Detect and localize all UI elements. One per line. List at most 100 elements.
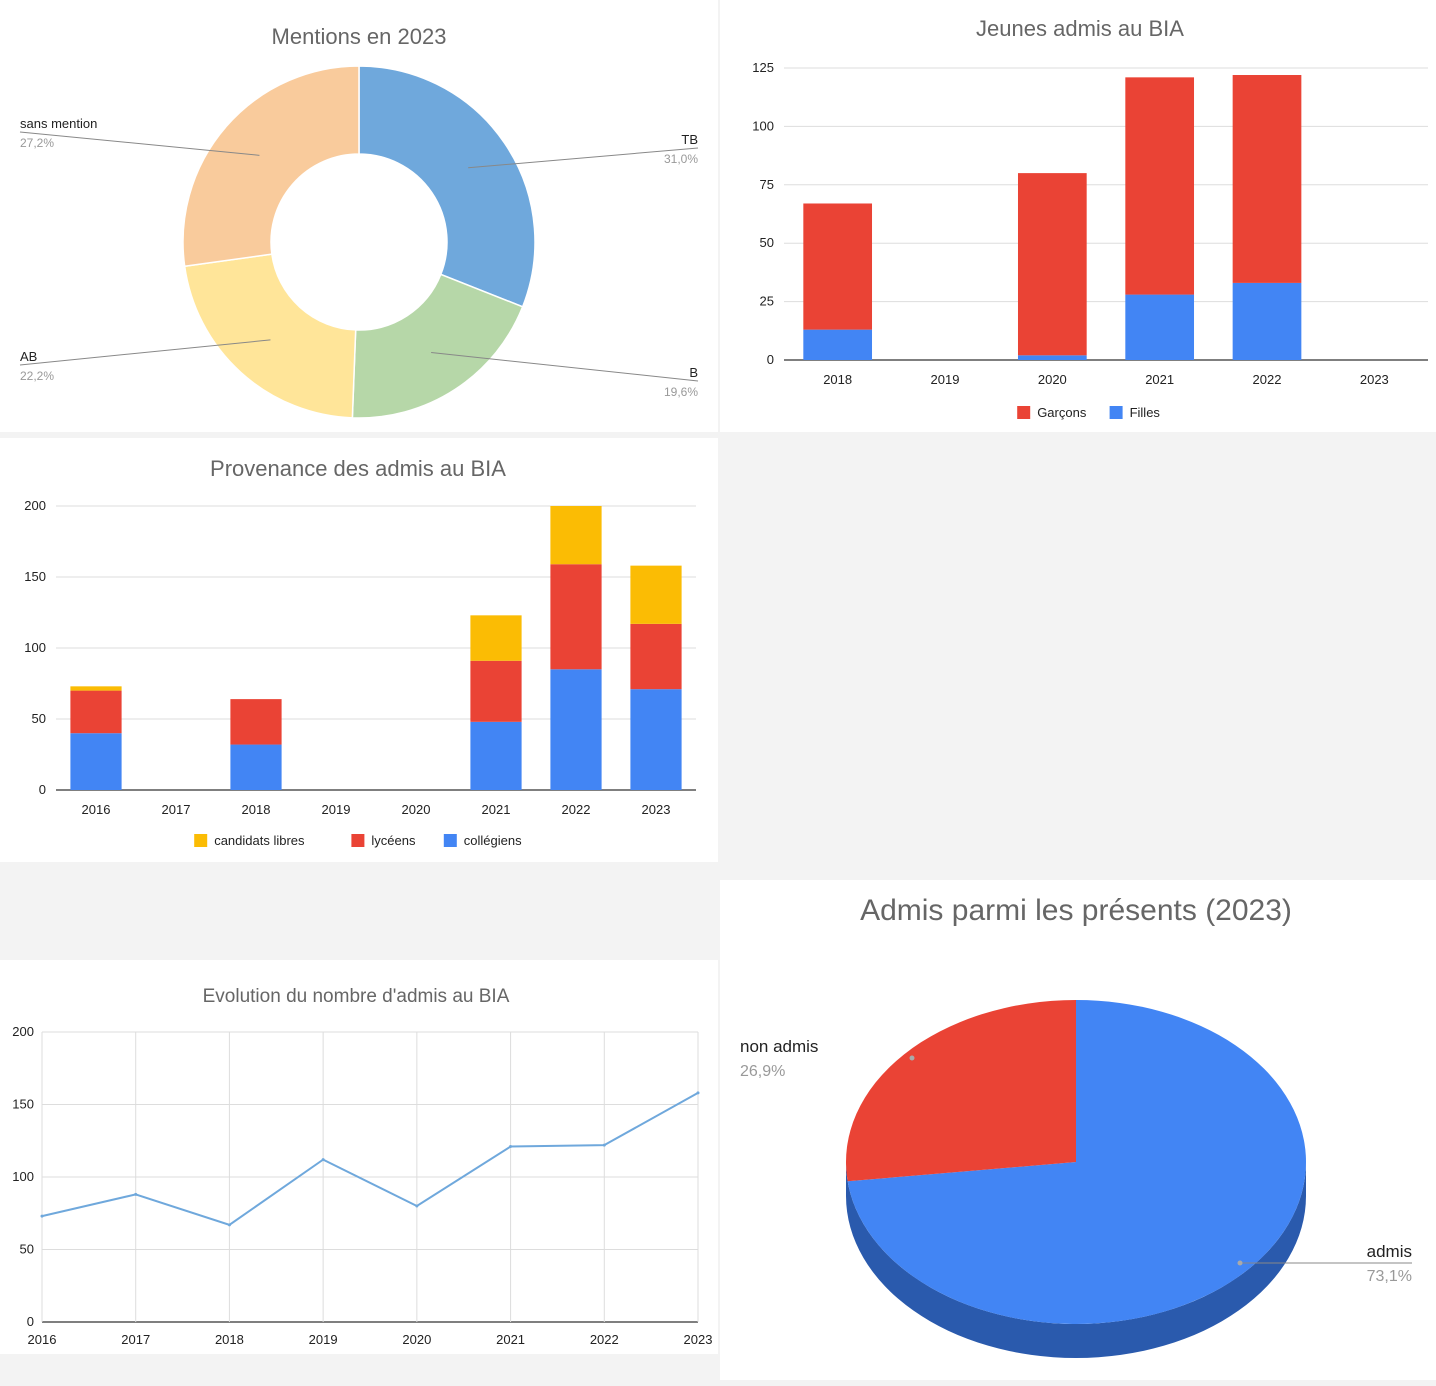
data-point-2018 (227, 1223, 231, 1227)
bar-candidats-libres-2022 (550, 506, 602, 565)
x-tick-label: 2016 (82, 802, 111, 817)
legend-label-gar-ons: Garçons (1037, 405, 1087, 420)
slice-pct-ab: 22,2% (20, 369, 54, 383)
x-tick-label: 2021 (496, 1332, 525, 1347)
chart-title: Mentions en 2023 (272, 24, 447, 49)
bar-lyc-ens-2016 (70, 690, 122, 734)
y-tick-label: 50 (32, 711, 46, 726)
jeunes-bar-chart: Jeunes admis au BIA 0 25 50 75 100 125 2018 20… (752, 16, 1428, 420)
y-tick-label: 200 (24, 498, 46, 513)
y-tick-label: 150 (24, 569, 46, 584)
bar-filles-2021 (1125, 294, 1195, 360)
y-tick-label: 0 (767, 352, 774, 367)
slice-label-admis: admis (1367, 1242, 1412, 1261)
y-tick-label: 50 (20, 1242, 34, 1257)
bar-lyc-ens-2023 (630, 623, 682, 690)
x-tick-label: 2018 (823, 372, 852, 387)
legend-swatch-filles (1109, 406, 1123, 419)
slice-label-ab: AB (20, 349, 37, 364)
slice-sans-mention (182, 65, 360, 268)
slice-pct-admis: 73,1% (1367, 1268, 1412, 1285)
x-tick-label: 2023 (642, 802, 671, 817)
y-tick-label: 0 (27, 1314, 34, 1329)
slice-tb (358, 65, 536, 308)
x-tick-label: 2021 (482, 802, 511, 817)
legend-label-candidats-libres: candidats libres (214, 833, 305, 848)
chart-title: Jeunes admis au BIA (976, 16, 1184, 41)
chart-title: Admis parmi les présents (2023) (860, 894, 1292, 927)
provenance-chart-panel: Provenance des admis au BIA 0 50 100 150 200… (0, 438, 718, 862)
evolution-line-chart: Evolution du nombre d'admis au BIA 0 50 10… (12, 986, 713, 1347)
bar-coll-giens-2023 (630, 689, 682, 790)
y-tick-label: 100 (752, 118, 774, 133)
slice-pct-b: 19,6% (664, 385, 698, 399)
bar-coll-giens-2018 (230, 744, 282, 790)
slice-label-tb: TB (681, 132, 698, 147)
bar-lyc-ens-2021 (470, 660, 522, 722)
data-point-2023 (696, 1091, 700, 1095)
bar-filles-2018 (803, 329, 873, 360)
x-tick-label: 2019 (931, 372, 960, 387)
y-tick-label: 125 (752, 60, 774, 75)
data-point-2020 (415, 1204, 419, 1208)
bar-candidats-libres-2023 (630, 565, 682, 624)
x-tick-label: 2016 (28, 1332, 57, 1347)
x-tick-label: 2019 (309, 1332, 338, 1347)
legend-label-lyc-ens: lycéens (371, 833, 416, 848)
series-line (41, 1092, 699, 1226)
x-tick-label: 2017 (121, 1332, 150, 1347)
slice-pct-non-admis: 26,9% (740, 1063, 785, 1080)
x-tick-label: 2021 (1145, 372, 1174, 387)
chart-title: Evolution du nombre d'admis au BIA (203, 986, 510, 1007)
x-tick-label: 2018 (242, 802, 271, 817)
x-tick-label: 2023 (684, 1332, 713, 1347)
x-tick-label: 2017 (162, 802, 191, 817)
x-tick-label: 2020 (402, 1332, 431, 1347)
mentions-donut-chart: Mentions en 2023 TB 31,0% B 19,6% AB 22,2% san… (19, 24, 699, 419)
evolution-chart-panel: Evolution du nombre d'admis au BIA 0 50 10… (0, 960, 718, 1354)
leader-line-tb (468, 147, 699, 169)
x-tick-label: 2022 (590, 1332, 619, 1347)
leader-line-ab (19, 339, 271, 366)
y-tick-label: 100 (12, 1169, 34, 1184)
pie-slice-non-admis (846, 1000, 1076, 1182)
chart-title: Provenance des admis au BIA (210, 456, 506, 481)
y-tick-label: 75 (760, 177, 774, 192)
data-point-2019 (321, 1158, 325, 1162)
legend-swatch-coll-giens (443, 834, 457, 847)
bar-gar-ons-2022 (1232, 75, 1302, 283)
x-tick-label: 2019 (322, 802, 351, 817)
bar-candidats-libres-2021 (470, 615, 522, 661)
legend-swatch-lyc-ens (351, 834, 365, 847)
bar-filles-2022 (1232, 282, 1302, 360)
legend-swatch-gar-ons (1017, 406, 1031, 419)
leader-line-b (431, 352, 699, 382)
y-tick-label: 0 (39, 782, 46, 797)
slice-label-b: B (689, 365, 698, 380)
admis-chart-panel: Admis parmi les présents (2023) admis 73,… (720, 880, 1436, 1380)
bar-coll-giens-2021 (470, 721, 522, 790)
admis-pie-chart: Admis parmi les présents (2023) admis 73,… (740, 894, 1412, 1358)
bar-gar-ons-2020 (1017, 173, 1087, 356)
y-tick-label: 50 (760, 235, 774, 250)
bar-coll-giens-2016 (70, 733, 122, 790)
leader-dot-admis (1237, 1260, 1243, 1266)
data-point-2016 (40, 1214, 44, 1218)
slice-ab (183, 253, 357, 419)
x-tick-label: 2022 (562, 802, 591, 817)
bar-gar-ons-2018 (803, 203, 873, 330)
data-point-2021 (509, 1145, 513, 1149)
legend-label-filles: Filles (1130, 405, 1161, 420)
data-point-2017 (134, 1192, 138, 1196)
x-tick-label: 2022 (1253, 372, 1282, 387)
y-tick-label: 150 (12, 1097, 34, 1112)
x-tick-label: 2018 (215, 1332, 244, 1347)
y-tick-label: 100 (24, 640, 46, 655)
bar-filles-2020 (1017, 355, 1087, 360)
slice-label-non-admis: non admis (740, 1037, 818, 1056)
bar-coll-giens-2022 (550, 669, 602, 790)
slice-pct-sans-mention: 27,2% (20, 136, 54, 150)
pie-side-admis (846, 1162, 1306, 1358)
bar-lyc-ens-2022 (550, 564, 602, 670)
bar-lyc-ens-2018 (230, 699, 282, 745)
